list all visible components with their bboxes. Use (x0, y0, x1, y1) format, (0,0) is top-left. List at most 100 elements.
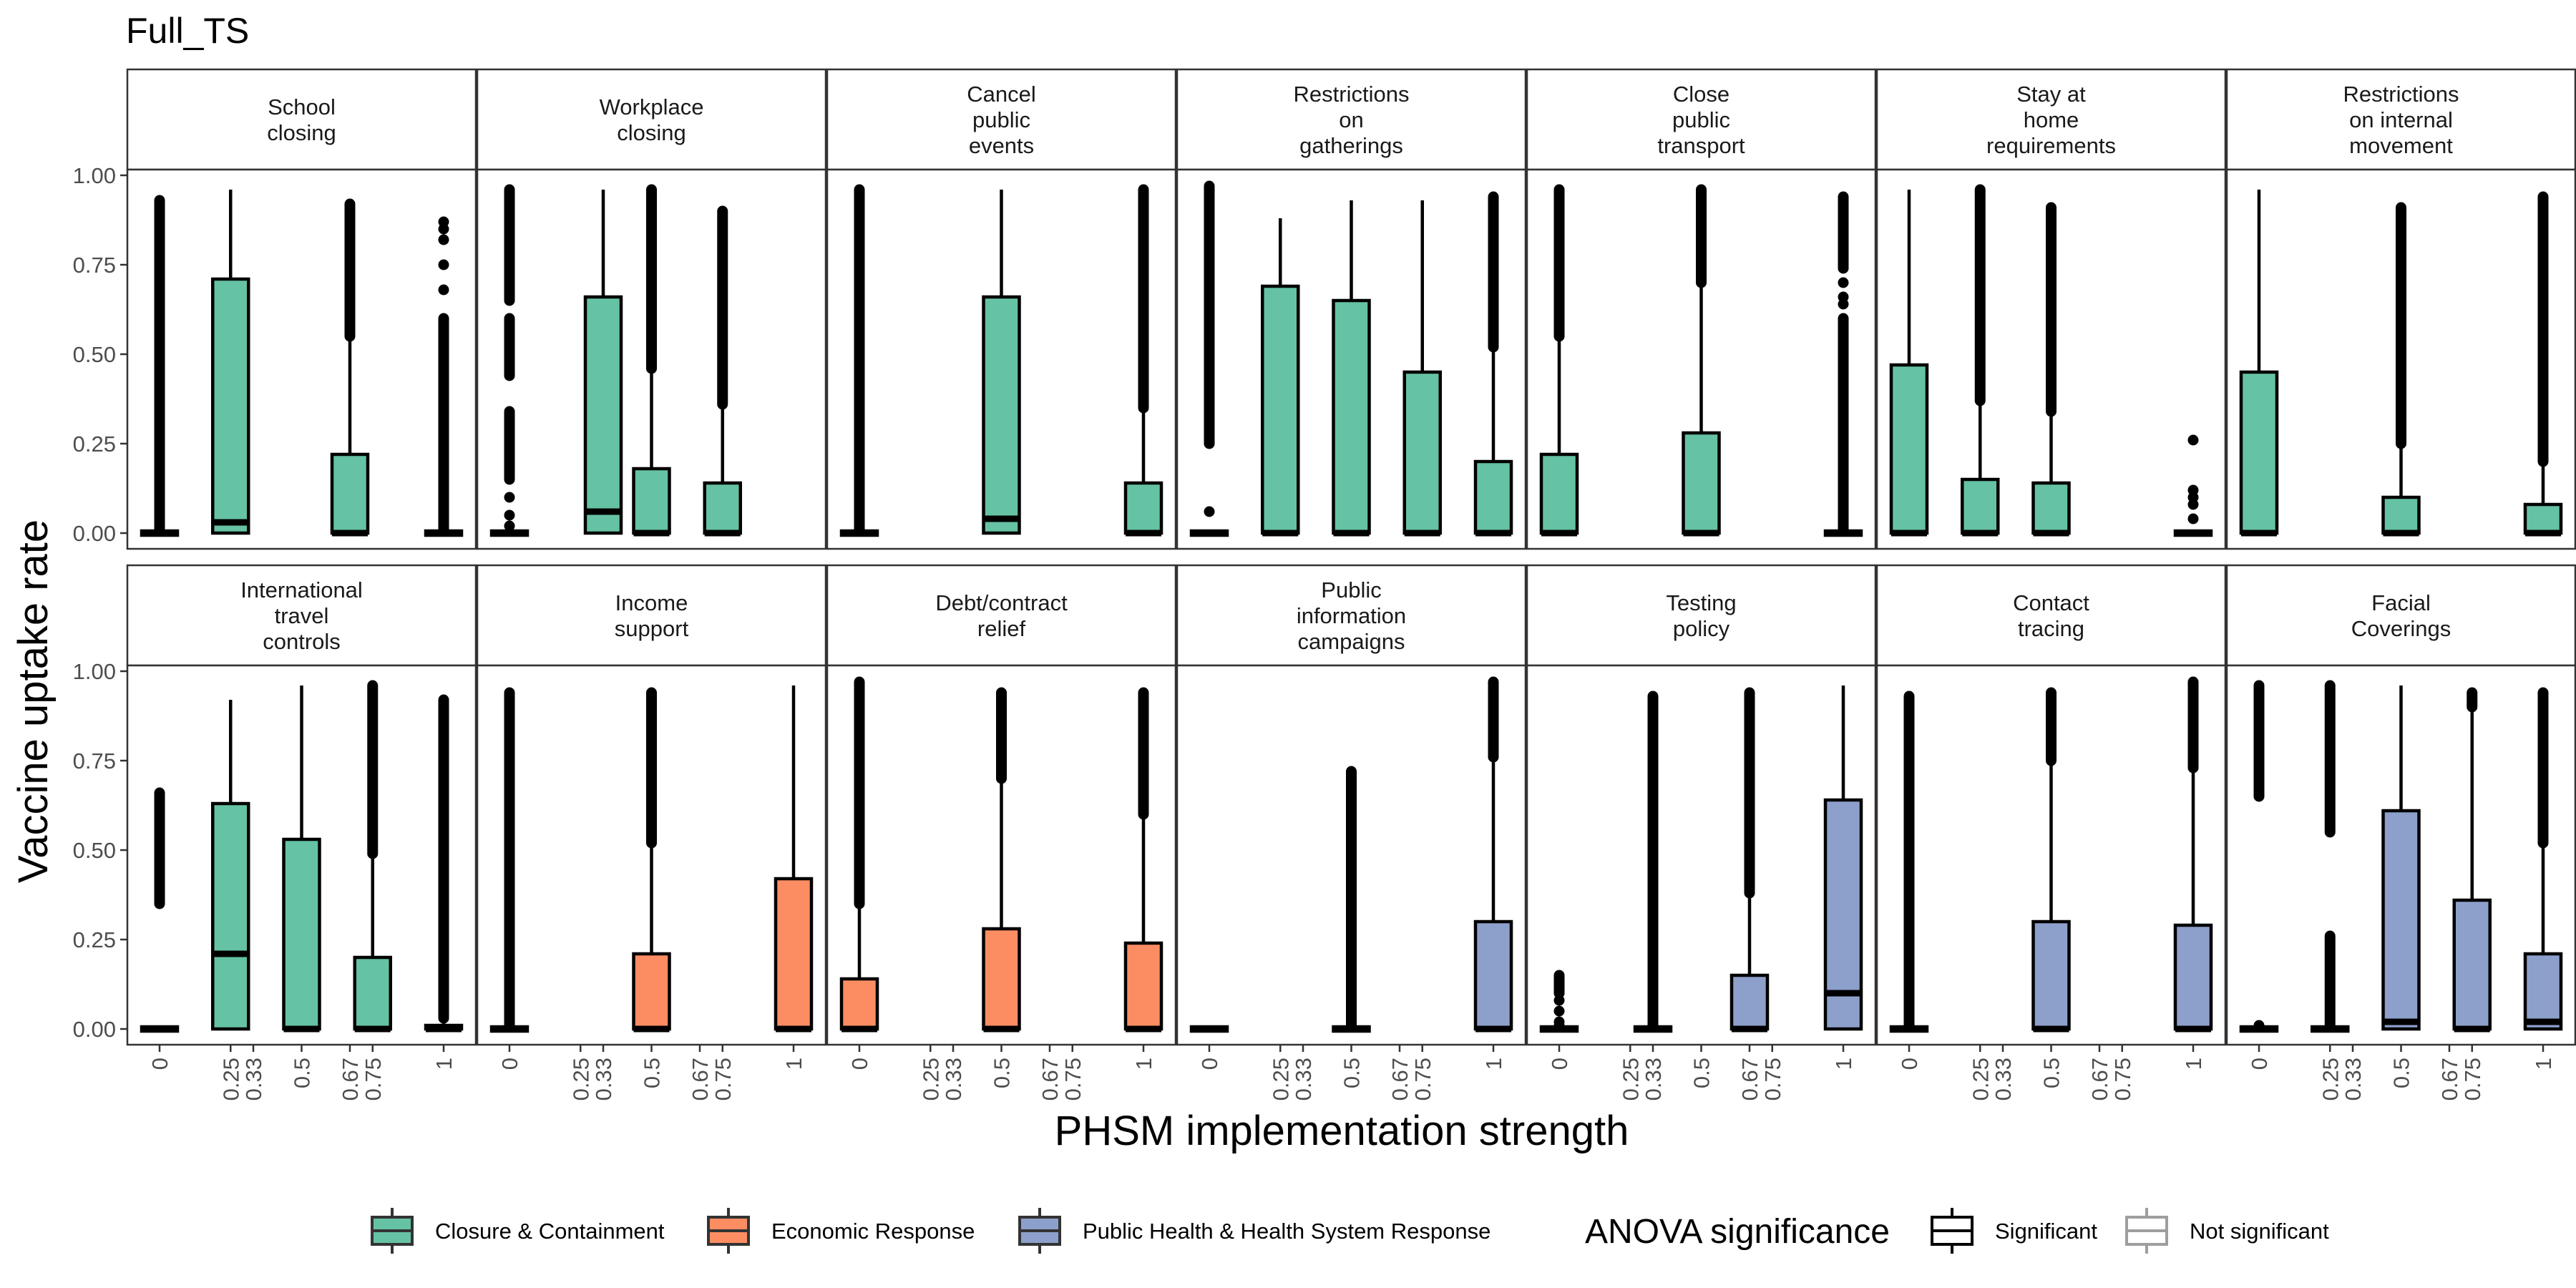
x-tick-label: 0.67 (2437, 1058, 2462, 1101)
x-tick-label: 0.25 (918, 1058, 943, 1101)
box-iqr (703, 481, 742, 535)
x-tick-label-group: 0.5 (640, 1058, 665, 1088)
outlier-point (438, 216, 449, 228)
panel-strip (126, 68, 477, 171)
box-1 (1123, 184, 1163, 537)
x-tick-label: 1 (781, 1058, 806, 1070)
box-iqr (583, 295, 623, 535)
box-1 (1123, 687, 1163, 1033)
x-tick-label: 0 (1197, 1058, 1222, 1070)
x-tick-label-group: 0.67 (338, 1058, 363, 1101)
x-tick-label-group: 0.75 (2460, 1058, 2485, 1101)
panel-strip-label: Cancel (967, 82, 1036, 107)
box-iqr (1261, 284, 1300, 535)
outlier-point (2187, 513, 2199, 525)
x-tick-label-group: 0.75 (1760, 1058, 1785, 1101)
panel-strip (1875, 68, 2227, 171)
box-iqr (1123, 941, 1163, 1031)
legend-fill-entry: Closure & Containment (371, 1208, 665, 1254)
panel-strip (2225, 564, 2576, 667)
box-0.25 (211, 190, 250, 535)
panel-strip-label: Close (1673, 82, 1729, 107)
x-tick-label-group: 0.33 (1991, 1058, 2016, 1101)
box-iqr (2031, 919, 2071, 1031)
box-0.75 (353, 680, 392, 1033)
box-iqr (839, 977, 879, 1031)
panel-strip-label: public (1672, 107, 1730, 132)
x-tick-label: 0 (2247, 1058, 2272, 1070)
outlier-point (2187, 434, 2199, 446)
panel-strip (1875, 564, 2227, 667)
x-tick-label: 1 (2531, 1058, 2556, 1070)
outlier-point (504, 520, 515, 532)
y-tick-label: 0.50 (73, 838, 116, 863)
panel-strip-label: Income (615, 590, 688, 615)
x-tick-label: 0.33 (591, 1058, 616, 1101)
box-0.67 (330, 198, 370, 537)
x-tick-label: 0.5 (2039, 1058, 2064, 1088)
x-tick-label-group: 0.5 (1340, 1058, 1365, 1088)
panel-8: Internationaltravelcontrols0.000.250.500… (73, 564, 477, 1101)
x-tick-label: 0.25 (218, 1058, 243, 1101)
legend-fill-label: Economic Response (771, 1219, 975, 1244)
panel-strip-label: requirements (1986, 133, 2116, 158)
outlier-point (1838, 277, 1849, 288)
x-tick-label: 0.33 (241, 1058, 266, 1101)
panel-strip (826, 564, 1177, 667)
box-0.5 (2381, 686, 2421, 1031)
box-iqr (982, 295, 1021, 535)
x-tick-label: 0.5 (640, 1058, 665, 1088)
x-tick-label-group: 1 (1481, 1058, 1506, 1070)
outlier-point (504, 492, 515, 503)
panel-strip-label: relief (977, 616, 1026, 641)
box-0 (1189, 180, 1229, 537)
box-0 (140, 195, 180, 537)
box-1 (1823, 686, 1863, 1031)
box-1 (774, 686, 814, 1033)
x-tick-label: 0.33 (1291, 1058, 1316, 1101)
box-iqr (1332, 298, 1371, 535)
box-0 (2239, 190, 2279, 537)
box-iqr (1402, 370, 1442, 535)
outlier-point (1553, 1005, 1565, 1017)
x-tick-label: 0 (147, 1058, 172, 1070)
x-tick-label-group: 0.67 (1038, 1058, 1063, 1101)
panel-strip (476, 564, 827, 667)
x-tick-label: 0.33 (941, 1058, 966, 1101)
x-tick-label-group: 0.25 (1618, 1058, 1643, 1101)
box-iqr (211, 801, 250, 1031)
x-tick-label: 0.75 (361, 1058, 386, 1101)
panel-strip-label: closing (267, 120, 336, 145)
box-0.5 (1682, 184, 1721, 537)
panel-strip-label: support (615, 616, 689, 641)
legend-fill-label: Closure & Containment (435, 1219, 665, 1244)
x-tick-label-group: 0.75 (2110, 1058, 2135, 1101)
panel-plot-area (1526, 664, 1877, 1046)
box-iqr (2239, 370, 2279, 535)
x-tick-label-group: 0.25 (2318, 1058, 2343, 1101)
y-tick-label: 0.75 (73, 253, 116, 278)
box-0.5 (1332, 766, 1371, 1033)
x-tick-label-group: 0.67 (688, 1058, 713, 1101)
box-iqr (1473, 459, 1513, 535)
panel-strip-label: travel (275, 603, 329, 628)
x-tick-label: 0 (1547, 1058, 1572, 1070)
box-0.33 (583, 190, 623, 535)
panel-strip-label: controls (263, 629, 341, 654)
box-0.5 (1332, 200, 1371, 537)
box-iqr (1539, 452, 1579, 535)
box-iqr (1473, 919, 1513, 1031)
outlier-point (2187, 484, 2199, 496)
x-tick-label: 0.67 (688, 1058, 713, 1101)
x-tick-label-group: 0.75 (1060, 1058, 1085, 1101)
box-0 (1889, 190, 1929, 537)
box-0.5 (2031, 687, 2071, 1033)
x-tick-label: 0.75 (711, 1058, 736, 1101)
panel-strip (1176, 68, 1527, 171)
box-0.75 (1402, 200, 1442, 537)
